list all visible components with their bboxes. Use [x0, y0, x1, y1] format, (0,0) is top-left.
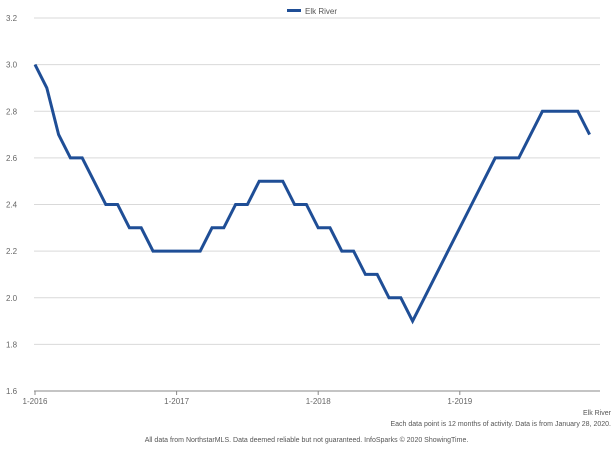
- y-tick-label: 1.6: [6, 387, 18, 396]
- y-tick-label: 1.8: [6, 340, 18, 349]
- legend-swatch-elk-river: [287, 9, 301, 12]
- y-axis-ticks: 1.6 1.8 2.0 2.2 2.4 2.6 2.8 3.0 3.2: [6, 14, 18, 396]
- y-tick-label: 2.8: [6, 107, 18, 116]
- data-note: Each data point is 12 months of activity…: [390, 421, 612, 428]
- y-tick-label: 2.4: [6, 201, 18, 210]
- y-tick-label: 3.2: [6, 14, 18, 23]
- x-tick-label: 1-2019: [447, 397, 472, 406]
- gridlines: [34, 17, 600, 345]
- y-tick-label: 2.0: [6, 294, 18, 303]
- series-line-elk-river: [33, 63, 591, 325]
- x-tick-label: 1-2017: [164, 397, 189, 406]
- x-tick-label: 1-2018: [306, 397, 331, 406]
- y-tick-label: 2.6: [6, 154, 18, 163]
- footer-disclaimer: All data from NorthstarMLS. Data deemed …: [144, 437, 469, 444]
- legend-label-elk-river: Elk River: [305, 7, 337, 16]
- y-tick-label: 2.2: [6, 247, 18, 256]
- x-axis-ticks: 1-2016 1-2017 1-2018 1-2019: [23, 391, 473, 406]
- legend: Elk River: [287, 7, 337, 16]
- line-chart: 1.6 1.8 2.0 2.2 2.4 2.6 2.8 3.0 3.2 1-2016 1-2017…: [6, 7, 600, 406]
- series-end-label: Elk River: [582, 410, 611, 417]
- y-tick-label: 3.0: [6, 61, 18, 70]
- x-tick-label: 1-2016: [23, 397, 48, 406]
